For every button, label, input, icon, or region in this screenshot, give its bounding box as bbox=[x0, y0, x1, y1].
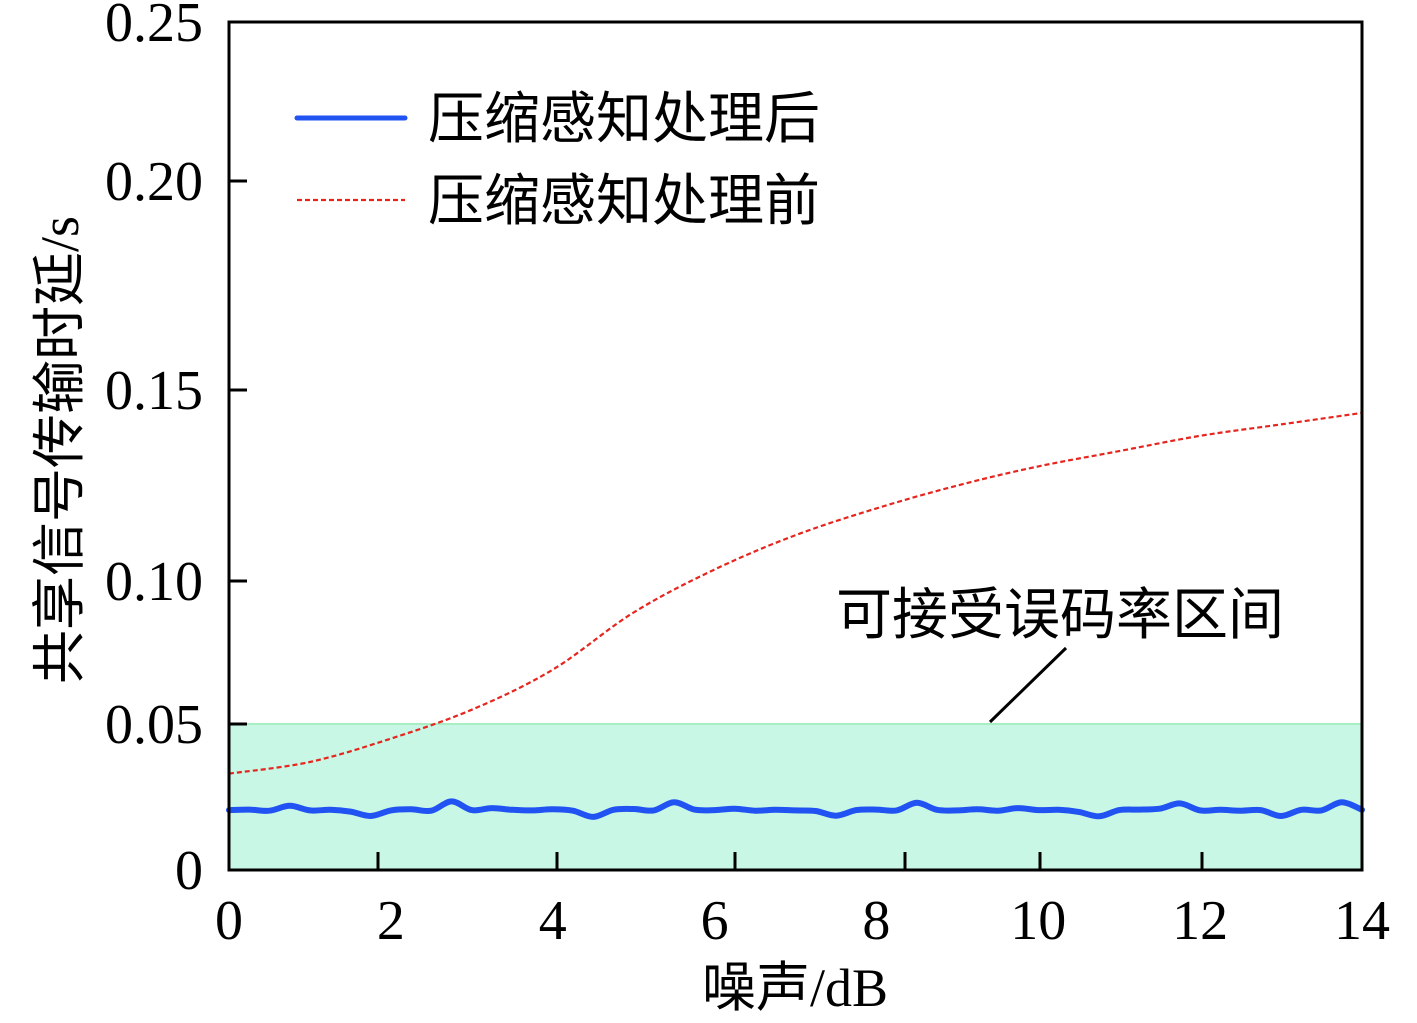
acceptable-ber-band-layer bbox=[229, 723, 1362, 870]
x-tick-label: 6 bbox=[701, 890, 729, 952]
y-tick-label: 0 bbox=[175, 840, 203, 902]
x-tick-label: 2 bbox=[377, 890, 405, 952]
y-tick-label: 0.20 bbox=[105, 151, 203, 213]
legend-item-after-processing: 压缩感知处理后 bbox=[294, 89, 820, 151]
band-annotation: 可接受误码率区间 bbox=[836, 585, 1284, 724]
legend-label-after-processing: 压缩感知处理后 bbox=[428, 89, 820, 151]
x-tick-label: 14 bbox=[1334, 890, 1390, 952]
legend-label-before-processing: 压缩感知处理前 bbox=[428, 171, 820, 233]
y-tick-label: 0.05 bbox=[105, 694, 203, 756]
x-tick-label: 12 bbox=[1172, 890, 1228, 952]
y-tick-label: 0.15 bbox=[105, 360, 203, 422]
x-tick-label: 10 bbox=[1010, 890, 1066, 952]
legend: 压缩感知处理后 压缩感知处理前 bbox=[294, 89, 820, 233]
tick-layer: 0 0.05 0.10 0.15 0.20 0.25 0 2 4 6 8 10 12 14 bbox=[105, 0, 1390, 952]
band-annotation-leader-line bbox=[988, 646, 1068, 724]
x-tick-label: 4 bbox=[539, 890, 567, 952]
x-axis-title: 噪声/dB bbox=[702, 958, 888, 1018]
y-axis-title: 共享信号传输时延/s bbox=[30, 216, 90, 684]
y-tick-label: 0.10 bbox=[105, 551, 203, 613]
y-tick-label: 0.25 bbox=[105, 0, 203, 54]
x-tick-label: 8 bbox=[862, 890, 890, 952]
legend-item-before-processing: 压缩感知处理前 bbox=[297, 171, 820, 233]
band-annotation-label: 可接受误码率区间 bbox=[836, 585, 1284, 647]
series-line-1 bbox=[226, 798, 1365, 820]
series-layer bbox=[226, 411, 1365, 820]
plot-frame bbox=[227, 20, 1364, 872]
x-tick-label: 0 bbox=[215, 890, 243, 952]
acceptable-ber-band bbox=[229, 724, 1362, 870]
